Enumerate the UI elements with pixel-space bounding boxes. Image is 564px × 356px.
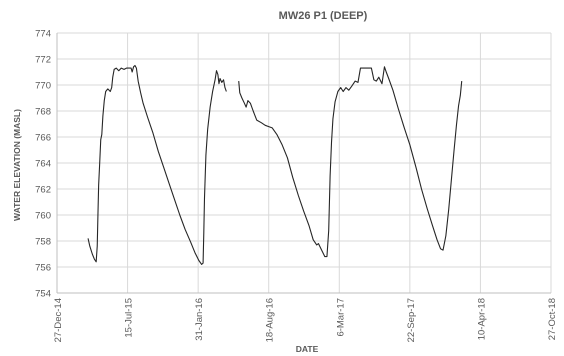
y-tick-label: 762 <box>35 185 51 196</box>
y-tick-label: 770 <box>35 81 51 92</box>
y-axis-title: WATER ELEVATION (MASL) <box>12 109 22 221</box>
chart-title: MW26 P1 (DEEP) <box>279 10 368 22</box>
series-line <box>238 66 463 258</box>
y-tick-label: 764 <box>35 159 51 170</box>
x-tick-label: 10-Apr-18 <box>476 298 487 340</box>
x-tick-label: 18-Aug-16 <box>265 298 276 342</box>
x-tick-label: 31-Jan-16 <box>194 298 205 341</box>
y-tick-label: 766 <box>35 133 51 144</box>
x-tick-label: 22-Sep-17 <box>406 298 417 342</box>
series-line <box>87 64 227 265</box>
y-tick-label: 772 <box>35 55 51 66</box>
x-tick-label: 15-Jul-15 <box>124 298 135 338</box>
x-tick-label: 27-Oct-18 <box>547 298 558 340</box>
y-tick-labels: 754 756 758 760 762 764 766 768 770 772 774 <box>35 29 51 300</box>
axes <box>56 33 551 294</box>
y-tick-label: 754 <box>35 289 51 300</box>
y-tick-label: 774 <box>35 29 51 40</box>
x-tick-label: 27-Dec-14 <box>53 298 64 342</box>
y-tick-label: 760 <box>35 211 51 222</box>
x-tick-label: 6-Mar-17 <box>335 298 346 337</box>
y-tick-label: 758 <box>35 237 51 248</box>
y-tick-label: 756 <box>35 263 51 274</box>
gridlines <box>57 32 552 293</box>
series-layer <box>87 64 463 265</box>
y-tick-label: 768 <box>35 107 51 118</box>
x-tick-labels: 27-Dec-14 15-Jul-15 31-Jan-16 18-Aug-16 6-Ma… <box>53 298 558 342</box>
x-axis-title: DATE <box>296 344 319 354</box>
